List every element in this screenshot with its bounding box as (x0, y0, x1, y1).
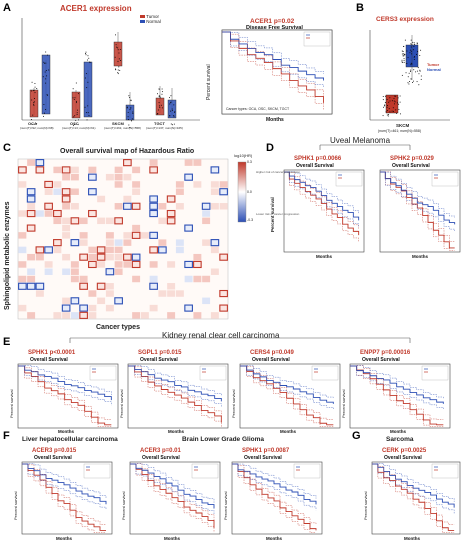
panel-e-km-1 (17, 363, 119, 429)
panel-a-group-n: (num(T)=13; num(N)=61) (62, 126, 96, 130)
panel-d-heading: Uveal Melanoma (330, 136, 391, 145)
panel-g-km-1-title: CERK p=0.0025 (382, 448, 427, 454)
panel-b-legend-normal: Normal (427, 67, 441, 72)
panel-letter-d: D (266, 142, 274, 154)
panel-b-boxplot (369, 30, 450, 121)
panel-f-heading-left: Liver hepatocellular carcinoma (22, 436, 118, 443)
panel-a-legend-normal: Normal (146, 19, 161, 24)
panel-g-km-1-sub: Overall Survival (384, 455, 422, 461)
panel-f-km-1-sub: Overall Survival (34, 455, 72, 461)
panel-e-xlabel-3: Months (280, 429, 296, 434)
panel-a-group-name: OSC (70, 121, 79, 126)
panel-d-km-1-title: SPHK1 p=0.0066 (294, 156, 342, 162)
panel-d-xlabel-2: Months (412, 254, 428, 259)
panel-e-ylabel-3: Percent survival (231, 389, 236, 418)
panel-a-legend-tumor: Tumor (146, 14, 160, 19)
panel-f-heading-right: Brain Lower Grade Glioma (182, 436, 264, 443)
panel-c-legend-tick-mid: 0.0 (247, 190, 252, 194)
panel-f-ylabel-1: Percent survival (13, 491, 18, 520)
panel-c-xlabel: Cancer types (96, 324, 140, 331)
panel-f-km-2-sub: Overall Survival (142, 455, 180, 461)
panel-d-km-2-title: SPHK2 p=0.029 (390, 156, 434, 162)
panel-letter-e: E (3, 336, 11, 348)
panel-f-km-2 (129, 461, 221, 535)
panel-d-xlabel: Months (316, 254, 332, 259)
panel-a-group-name: TGCT (154, 121, 165, 126)
panel-d-km-1 (283, 169, 365, 253)
panel-b-title: CERS3 expression (376, 16, 434, 23)
panel-a-km (221, 29, 333, 115)
panel-f-km-1-title: ACER3 p=0.015 (32, 448, 77, 454)
panel-f-km-3-title: SPHK1 p=0.0087 (242, 448, 290, 454)
panel-b-group: SKCM (396, 123, 410, 128)
panel-a-km-sub: Disease Free Survival (246, 25, 303, 31)
panel-e-km-3-sub: Overall Survival (252, 357, 290, 363)
panel-c-heatmap (17, 158, 247, 320)
panel-b-n: (num(T)=461; num(N)=558) (378, 129, 421, 133)
panel-e-ylabel-2: Percent survival (119, 389, 124, 418)
panel-letter-f: F (3, 430, 10, 442)
panel-c-legend-tick-low: -0.3 (247, 218, 254, 222)
panel-c-title: Overall survival map of Hazardous Ratio (60, 148, 195, 155)
panel-f-km-1 (21, 461, 113, 535)
panel-f-xlabel-2: Months (164, 536, 180, 541)
panel-a-group-name: OCA (28, 121, 37, 126)
panel-e-km-1-sub: Overall Survival (30, 357, 68, 363)
panel-d-km-2 (379, 169, 461, 253)
panel-e-ylabel-1: Percent survival (9, 389, 14, 418)
panel-e-xlabel-1: Months (58, 429, 74, 434)
panel-f-km-3 (231, 461, 323, 535)
panel-a-group-name: SKCM (112, 121, 124, 126)
panel-d-km-2-sub: Overall Survival (392, 163, 430, 169)
panel-e-xlabel-4: Months (390, 429, 406, 434)
panel-a-title: ACER1 expression (60, 4, 132, 13)
panel-b-legend: Tumor Normal (427, 62, 441, 72)
panel-d-ylabel: Percent survival (270, 197, 275, 232)
panel-g-heading: Sarcoma (386, 436, 414, 443)
panel-letter-g: G (352, 430, 361, 442)
panel-f-ylabel-2: Percent survival (121, 491, 126, 520)
panel-e-ylabel-4: Percent survival (341, 389, 346, 418)
panel-e-km-3-title: CERS4 p=0.049 (250, 350, 294, 356)
panel-f-km-3-sub: Overall Survival (244, 455, 282, 461)
panel-a-boxplot (21, 18, 200, 129)
panel-e-km-3 (239, 363, 341, 429)
panel-e-km-4-sub: Overall Survival (362, 357, 400, 363)
panel-c-legend-title: log10(HR) (234, 153, 253, 158)
panel-e-km-4-title: ENPP7 p=0.00016 (360, 350, 411, 356)
panel-f-km-2-title: ACER3 p=0.01 (140, 448, 181, 454)
panel-b-legend-tumor: Tumor (427, 62, 440, 67)
panel-f-ylabel-3: Percent survival (223, 491, 228, 520)
panel-c-legend-high: Higher risk of cancer progression (256, 170, 301, 174)
panel-a-legend: Tumor Normal (140, 14, 161, 24)
panel-g-km-1 (371, 461, 461, 535)
panel-letter-c: C (3, 142, 11, 154)
panel-a-group-n: (num(T)=137; num(N)=165) (146, 126, 183, 130)
panel-e-xlabel-2: Months (168, 429, 184, 434)
panel-a-group-n: (num(T)=92; num(N)=98) (20, 126, 54, 130)
panel-f-xlabel-1: Months (56, 536, 72, 541)
panel-c-ylabel: Sphingolipid metabolic enzymes (4, 201, 11, 310)
panel-c-legend-low: Lower risk of cancer progression (256, 212, 300, 216)
panel-e-km-4 (349, 363, 451, 429)
panel-g-ylabel: Percent survival (363, 491, 368, 520)
panel-f-xlabel-3: Months (266, 536, 282, 541)
panel-letter-a: A (3, 2, 11, 14)
panel-a-km-note: Cancer types: OCA, OSC, SKCM, TGCT (226, 107, 290, 111)
panel-a-km-title: ACER1 p=0.02 (250, 18, 295, 25)
panel-d-km-1-sub: Overall Survival (296, 163, 334, 169)
panel-e-km-2-sub: Overall Survival (140, 357, 178, 363)
panel-g-xlabel: Months (404, 536, 420, 541)
panel-e-km-2-title: SGPL1 p=0.015 (138, 350, 182, 356)
panel-e-km-1-title: SPHK1 p<0.0001 (28, 350, 76, 356)
panel-c-legend-tick-high: 0.3 (247, 160, 252, 164)
panel-a-group-n: (num(T)=461; num(N)=558) (104, 126, 141, 130)
panel-a-km-xlabel: Months (266, 117, 284, 123)
panel-letter-b: B (356, 2, 364, 14)
panel-e-km-2 (127, 363, 229, 429)
panel-a-km-ylabel: Percent survival (206, 64, 212, 100)
panel-e-heading: Kidney renal clear cell carcinoma (162, 331, 280, 340)
